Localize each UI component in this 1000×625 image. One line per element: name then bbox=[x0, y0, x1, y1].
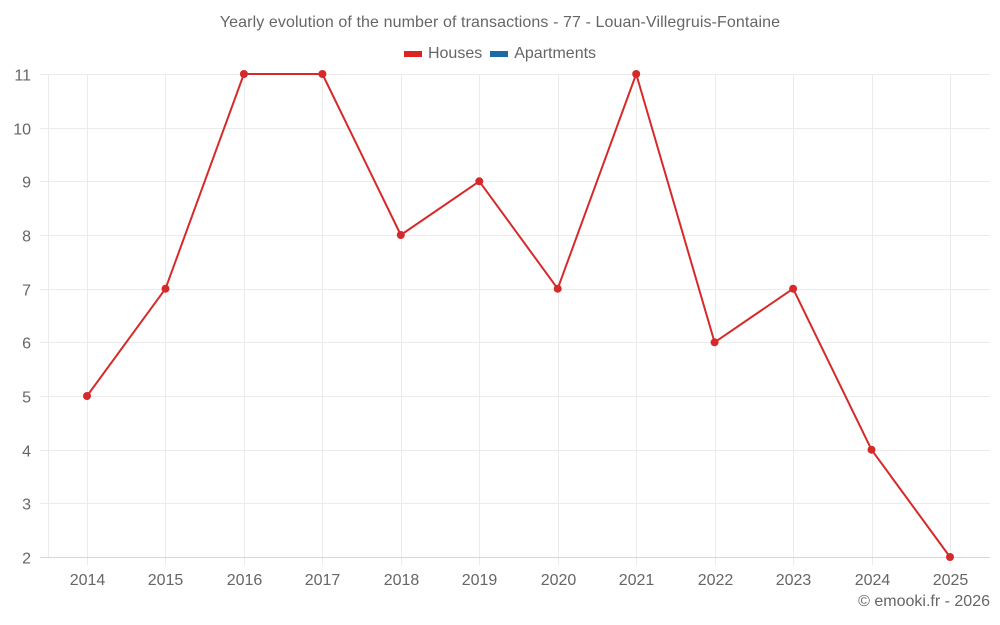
x-tick-label: 2021 bbox=[619, 572, 655, 589]
y-tick-label: 4 bbox=[22, 444, 31, 461]
data-point-marker[interactable] bbox=[475, 177, 484, 186]
data-point-marker[interactable] bbox=[161, 284, 170, 293]
y-tick-label: 7 bbox=[22, 283, 31, 300]
x-tick-label: 2017 bbox=[305, 572, 341, 589]
grid-lines bbox=[40, 74, 990, 565]
data-point-marker[interactable] bbox=[318, 70, 327, 78]
x-tick-label: 2014 bbox=[70, 572, 106, 589]
x-tick-label: 2025 bbox=[933, 572, 969, 589]
chart-legend: Houses Apartments bbox=[0, 45, 1000, 63]
y-tick-label: 8 bbox=[22, 229, 31, 246]
y-tick-label: 5 bbox=[22, 390, 31, 407]
legend-label-houses: Houses bbox=[427, 45, 483, 62]
data-point-marker[interactable] bbox=[946, 553, 954, 561]
houses-swatch-icon bbox=[403, 51, 422, 57]
data-point-marker[interactable] bbox=[553, 284, 562, 293]
x-tick-label: 2024 bbox=[855, 572, 891, 589]
x-tick-label: 2022 bbox=[698, 572, 734, 589]
x-axis: 2014 2015 2016 2017 2018 2019 2020 2021 2022 2023… bbox=[40, 557, 990, 589]
houses-line bbox=[86, 73, 951, 558]
y-axis: 2 3 4 5 6 7 8 9 10 11 bbox=[13, 68, 31, 568]
x-tick-label: 2020 bbox=[541, 572, 577, 589]
data-point-marker[interactable] bbox=[83, 392, 91, 400]
chart-title: Yearly evolution of the number of transa… bbox=[219, 14, 781, 31]
y-tick-label: 9 bbox=[22, 175, 31, 192]
x-tick-label: 2016 bbox=[227, 572, 263, 589]
data-point-marker[interactable] bbox=[239, 70, 248, 78]
x-tick-label: 2015 bbox=[148, 572, 184, 589]
y-tick-label: 6 bbox=[22, 336, 31, 353]
x-tick-label: 2018 bbox=[384, 572, 420, 589]
y-tick-label: 11 bbox=[14, 68, 31, 85]
legend-item-houses[interactable]: Houses bbox=[403, 45, 483, 63]
y-tick-label: 2 bbox=[22, 551, 31, 568]
houses-series[interactable] bbox=[83, 70, 954, 561]
apartments-swatch-icon bbox=[490, 51, 509, 57]
copyright-credit: © emooki.fr - 2026 bbox=[858, 593, 990, 610]
data-point-marker[interactable] bbox=[710, 338, 719, 347]
legend-item-apartments[interactable]: Apartments bbox=[490, 45, 596, 63]
y-tick-label: 10 bbox=[13, 122, 31, 139]
data-point-marker[interactable] bbox=[396, 231, 405, 239]
x-tick-label: 2019 bbox=[462, 572, 498, 589]
data-point-marker[interactable] bbox=[632, 70, 641, 78]
x-tick-label: 2023 bbox=[776, 572, 812, 589]
y-tick-label: 3 bbox=[22, 497, 31, 514]
data-point-marker[interactable] bbox=[789, 284, 798, 293]
legend-label-apartments: Apartments bbox=[514, 45, 597, 62]
data-point-marker[interactable] bbox=[867, 445, 876, 454]
